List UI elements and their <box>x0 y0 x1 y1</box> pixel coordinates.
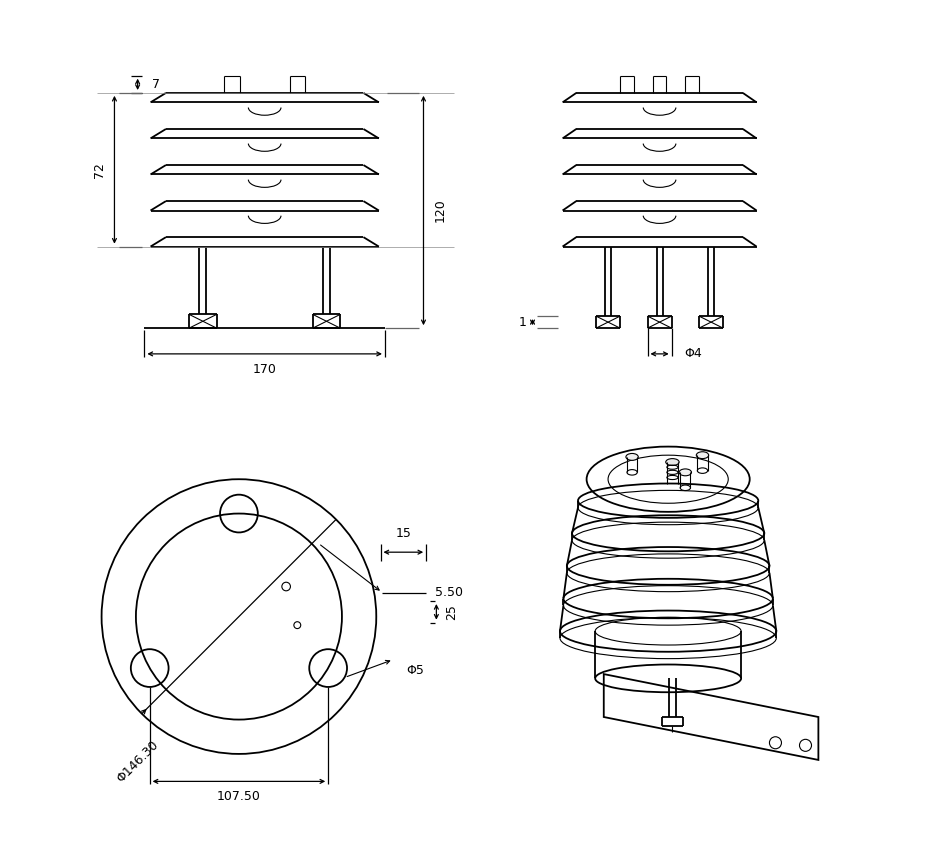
Text: 7: 7 <box>152 78 161 91</box>
Text: 120: 120 <box>434 199 447 222</box>
Text: 107.50: 107.50 <box>217 791 261 804</box>
Text: 170: 170 <box>253 363 276 376</box>
Text: 72: 72 <box>92 162 105 178</box>
Text: 25: 25 <box>446 604 458 619</box>
Text: 1: 1 <box>519 315 526 328</box>
Text: 15: 15 <box>395 527 411 540</box>
Ellipse shape <box>626 454 638 461</box>
Text: 5.50: 5.50 <box>435 586 463 599</box>
Ellipse shape <box>696 452 709 459</box>
Ellipse shape <box>666 459 679 466</box>
Ellipse shape <box>679 469 692 476</box>
Text: Φ146.30: Φ146.30 <box>114 738 161 785</box>
Text: Φ5: Φ5 <box>406 664 424 677</box>
Text: Φ4: Φ4 <box>684 347 702 360</box>
